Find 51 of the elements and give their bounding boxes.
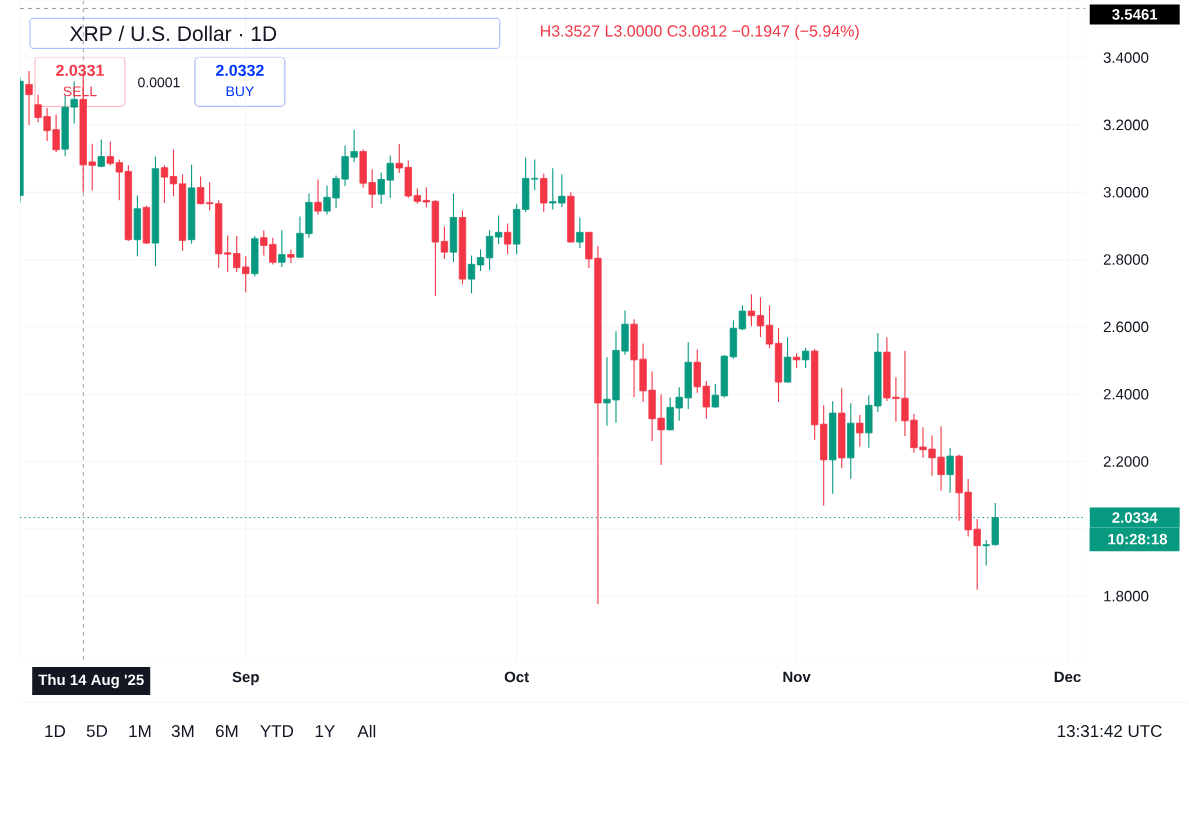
candlestick [801,347,810,369]
annotation: 2.0331 [56,64,104,77]
candlestick [440,226,449,260]
candlestick [287,248,295,264]
text: 1Y [315,725,335,737]
candlestick [856,414,864,448]
annotation: 0.0001 [138,77,180,88]
y-tick-label: 2.4000 [1103,388,1149,400]
text: 3M [171,725,194,738]
candlestick [576,216,584,249]
text: All [357,724,376,738]
y-tick-label: 3.4000 [1103,52,1149,63]
x-tick-label: Oct [504,671,529,683]
candlestick [494,214,503,245]
annotation: H3.3527 L3.0000 C3.0812 −0.1947 (−5.94%) [540,24,859,40]
candlestick [738,304,747,331]
candlestick [97,138,105,168]
text: XRP / U.S. Dollar · 1D [69,25,277,42]
candlestick [160,164,169,204]
candlestick [314,178,322,215]
ref-line-label: 3.5461 [1112,9,1158,20]
candlestick [756,296,765,338]
text: 13:31:42 UTC [1057,725,1162,738]
annotation: 2.0332 [216,64,264,77]
x-tick-label: Sep [232,671,259,686]
text: 6M [215,725,238,738]
candlestick [946,447,954,494]
candlestick [765,304,774,349]
y-tick-label: 3.0000 [1103,186,1149,198]
candlestick [169,148,178,197]
y-tick-label: 2.6000 [1103,321,1149,333]
candlestick [503,222,512,255]
y-tick-label: 3.2000 [1103,119,1149,131]
candlestick [476,248,485,272]
annotation: BUY [226,86,254,97]
ref-line-label: Thu 14 Aug '25 [38,674,144,689]
text: 1M [129,725,151,737]
text: YTD [260,725,294,737]
text: 5D [86,725,108,737]
y-tick-label: 2.2000 [1103,456,1149,467]
candlestick [467,254,476,294]
y-tick-label: 2.8000 [1103,254,1149,265]
candlestick [747,293,756,327]
text: 1D [45,725,66,737]
candlestick [485,229,494,271]
ref-line-label: 2.0334 [1112,512,1158,523]
candlestick [278,229,286,268]
text: 10:28:18 [1108,533,1168,545]
x-tick-label: Nov [783,671,811,683]
y-tick-label: 1.8000 [1104,590,1149,602]
x-tick-label: Dec [1054,671,1081,683]
